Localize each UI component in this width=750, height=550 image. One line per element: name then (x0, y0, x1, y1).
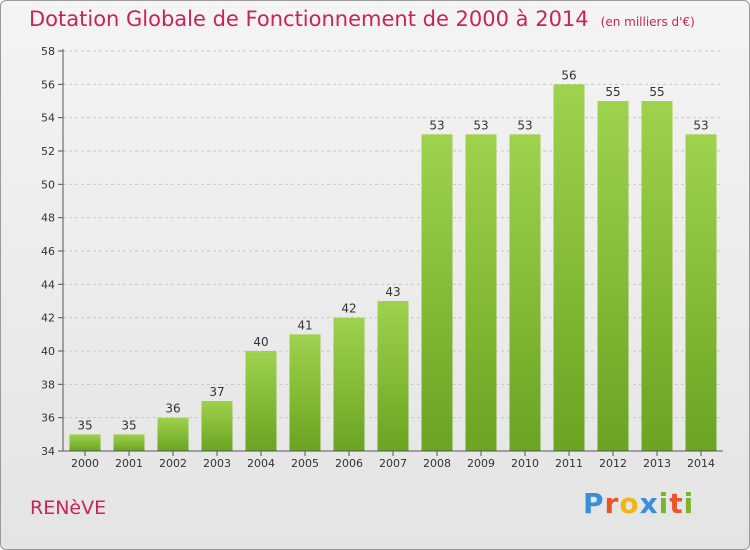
logo-letter: x (639, 487, 659, 520)
x-tick-label: 2012 (599, 457, 627, 470)
bar (157, 417, 189, 451)
logo-letter: i (683, 487, 695, 520)
y-tick-label: 36 (41, 412, 55, 425)
y-tick-label: 38 (41, 378, 55, 391)
bar (465, 134, 497, 452)
axes-group: 34 36 38 40 42 44 46 48 50 52 54 56 58 2000 2001 2002 20… (41, 45, 723, 470)
y-tick-label: 52 (41, 145, 55, 158)
x-tick-label: 2006 (335, 457, 363, 470)
commune-name: RENèVE (30, 497, 107, 519)
logo-letter: t (669, 487, 684, 520)
bar-value-label: 53 (517, 118, 532, 132)
bar-value-label: 53 (693, 118, 708, 132)
x-tick-label: 2008 (423, 457, 451, 470)
y-tick-label: 44 (41, 278, 55, 291)
x-tick-label: 2009 (467, 457, 495, 470)
x-tick-label: 2000 (71, 457, 99, 470)
logo-letter: P (583, 487, 605, 520)
x-tick-label: 2007 (379, 457, 407, 470)
bar (289, 334, 321, 451)
bar-value-label: 35 (77, 418, 92, 432)
x-tick-label: 2010 (511, 457, 539, 470)
y-tick-label: 46 (41, 245, 55, 258)
bar-value-label: 53 (473, 118, 488, 132)
bar (553, 84, 585, 451)
x-tick-label: 2004 (247, 457, 275, 470)
y-tick-label: 48 (41, 212, 55, 225)
bar (641, 101, 673, 451)
bar (509, 134, 541, 452)
logo-letter: o (619, 487, 640, 520)
bar (597, 101, 629, 451)
logo-letter: r (604, 487, 620, 520)
y-tick-label: 56 (41, 78, 55, 91)
bar-value-label: 36 (165, 402, 180, 416)
x-tick-label: 2014 (687, 457, 715, 470)
labels-group: 35 35 36 37 40 41 42 43 53 53 53 56 55 55 53 (77, 68, 708, 432)
bar (69, 434, 101, 451)
y-tick-label: 40 (41, 345, 55, 358)
bar (245, 351, 277, 451)
y-tick-label: 50 (41, 178, 55, 191)
proxiti-logo: Proxiti (583, 487, 694, 520)
bar (201, 401, 233, 451)
bars-group (69, 84, 717, 452)
bar (333, 317, 365, 451)
bar-value-label: 56 (561, 68, 576, 82)
x-tick-label: 2002 (159, 457, 187, 470)
bar-value-label: 55 (649, 85, 664, 99)
x-tick-label: 2003 (203, 457, 231, 470)
bar-value-label: 41 (297, 318, 312, 332)
bar-value-label: 35 (121, 418, 136, 432)
x-tick-label: 2011 (555, 457, 583, 470)
bar-value-label: 53 (429, 118, 444, 132)
bar (421, 134, 453, 452)
bar (685, 134, 717, 452)
chart-subtitle: (en milliers d'€) (600, 15, 695, 29)
chart-title: Dotation Globale de Fonctionnement de 20… (29, 7, 695, 31)
bar-value-label: 55 (605, 85, 620, 99)
chart-title-text: Dotation Globale de Fonctionnement de 20… (29, 7, 589, 31)
bar (113, 434, 145, 451)
y-tick-label: 42 (41, 312, 55, 325)
bar-value-label: 43 (385, 285, 400, 299)
x-tick-label: 2001 (115, 457, 143, 470)
x-tick-label: 2005 (291, 457, 319, 470)
bar-value-label: 42 (341, 302, 356, 316)
y-tick-label: 58 (41, 45, 55, 58)
y-tick-label: 54 (41, 112, 55, 125)
x-tick-label: 2013 (643, 457, 671, 470)
bar-value-label: 37 (209, 385, 224, 399)
bar-value-label: 40 (253, 335, 268, 349)
y-tick-label: 34 (41, 445, 55, 458)
logo-letter: i (658, 487, 670, 520)
bar (377, 301, 409, 451)
